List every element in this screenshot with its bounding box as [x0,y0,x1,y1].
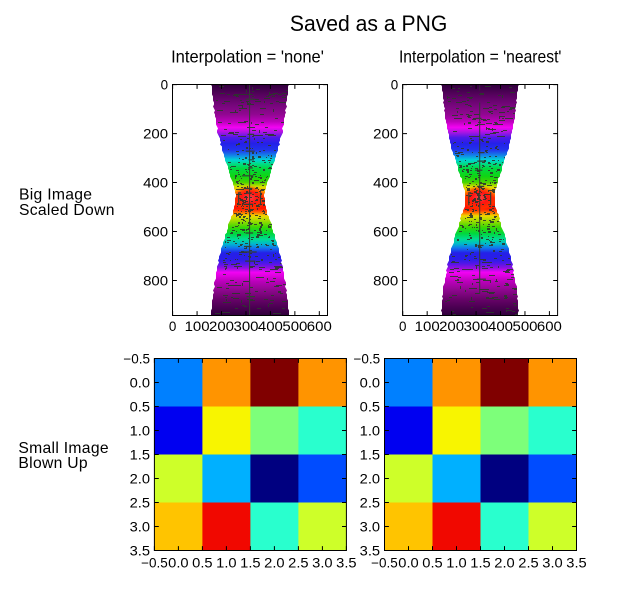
svg-text:Big Image: Big Image [19,187,92,204]
svg-text:1.5: 1.5 [130,447,150,462]
svg-text:3.0: 3.0 [360,519,380,534]
svg-text:Small Image: Small Image [18,440,109,457]
svg-text:Saved as a PNG: Saved as a PNG [290,11,448,36]
svg-text:300: 300 [234,319,259,334]
svg-text:800: 800 [373,273,398,288]
svg-text:2.0: 2.0 [264,555,284,570]
svg-text:3.5: 3.5 [566,555,586,570]
svg-text:200: 200 [373,126,398,141]
svg-text:600: 600 [307,319,332,334]
svg-text:3.5: 3.5 [336,555,356,570]
svg-text:1.5: 1.5 [360,447,380,462]
svg-text:3.0: 3.0 [130,519,150,534]
svg-text:500: 500 [282,319,307,334]
svg-text:2.5: 2.5 [288,555,308,570]
svg-text:1.0: 1.0 [446,555,466,570]
svg-text:2.0: 2.0 [494,555,514,570]
svg-text:0.0: 0.0 [398,555,418,570]
svg-text:0.0: 0.0 [130,375,150,390]
svg-text:1.0: 1.0 [130,423,150,438]
svg-text:0: 0 [391,77,398,92]
svg-text:0: 0 [399,319,406,334]
svg-text:0.0: 0.0 [360,375,380,390]
svg-text:200: 200 [439,319,464,334]
svg-text:2.0: 2.0 [130,471,150,486]
svg-text:3.0: 3.0 [542,555,562,570]
svg-text:0.5: 0.5 [360,399,380,414]
svg-text:300: 300 [464,319,489,334]
svg-text:Interpolation = 'none': Interpolation = 'none' [171,47,324,67]
svg-text:200: 200 [143,126,168,141]
svg-text:100: 100 [415,319,440,334]
svg-text:−0.5: −0.5 [123,351,150,366]
svg-text:600: 600 [537,319,562,334]
svg-text:400: 400 [143,175,168,190]
svg-text:Interpolation = 'nearest': Interpolation = 'nearest' [399,47,562,67]
svg-text:3.0: 3.0 [312,555,332,570]
svg-text:Scaled Down: Scaled Down [19,202,115,219]
svg-text:−0.5: −0.5 [141,555,168,570]
svg-text:400: 400 [258,319,283,334]
svg-text:500: 500 [513,319,538,334]
svg-text:600: 600 [373,224,398,239]
svg-text:600: 600 [143,224,168,239]
svg-text:2.5: 2.5 [360,495,380,510]
svg-text:3.5: 3.5 [360,543,380,558]
svg-text:2.5: 2.5 [130,495,150,510]
svg-text:100: 100 [185,319,210,334]
svg-text:400: 400 [373,175,398,190]
svg-text:1.5: 1.5 [240,555,260,570]
svg-text:0.5: 0.5 [130,399,150,414]
svg-text:0: 0 [169,319,176,334]
svg-text:0.0: 0.0 [168,555,188,570]
svg-text:400: 400 [488,319,513,334]
svg-text:0.5: 0.5 [422,555,442,570]
svg-text:1.5: 1.5 [470,555,490,570]
svg-text:−0.5: −0.5 [371,555,398,570]
svg-text:3.5: 3.5 [130,543,150,558]
svg-text:Blown Up: Blown Up [18,455,88,472]
svg-text:200: 200 [209,319,234,334]
svg-text:1.0: 1.0 [360,423,380,438]
svg-text:0.5: 0.5 [192,555,212,570]
svg-text:2.0: 2.0 [360,471,380,486]
svg-text:800: 800 [143,273,168,288]
svg-text:−0.5: −0.5 [354,351,381,366]
svg-text:0: 0 [161,77,168,92]
svg-text:2.5: 2.5 [518,555,538,570]
svg-text:1.0: 1.0 [216,555,236,570]
